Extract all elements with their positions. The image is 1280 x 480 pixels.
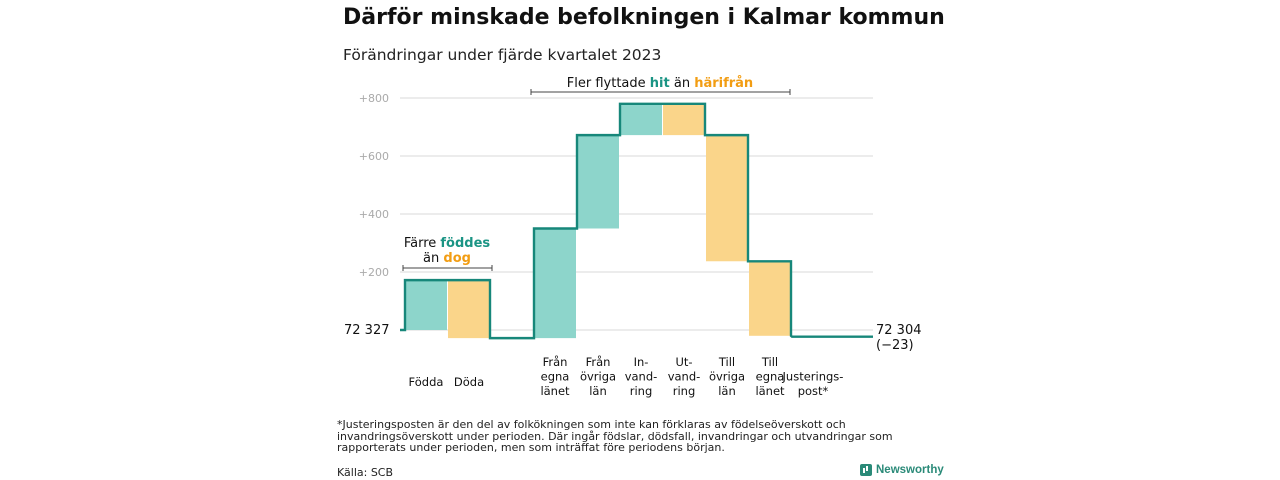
x-category-label: län	[718, 384, 736, 398]
y-tick-label: +800	[359, 92, 389, 105]
x-category-label: ring	[673, 384, 696, 398]
x-category-label: Från	[543, 355, 568, 369]
x-category-label: länet	[540, 384, 570, 398]
newsworthy-icon	[860, 464, 872, 476]
x-category-label: Ut-	[675, 355, 692, 369]
waterfall-bar	[448, 280, 490, 339]
waterfall-bar	[749, 261, 791, 336]
x-category-label: vand-	[625, 370, 658, 384]
end-change-label: (−23)	[876, 338, 914, 353]
x-category-label: Till	[718, 355, 735, 369]
x-category-label: övriga	[580, 370, 616, 384]
x-category-label: Födda	[409, 375, 444, 389]
source-label: Källa: SCB	[337, 466, 394, 479]
x-category-label: Från	[586, 355, 611, 369]
x-category-label: In-	[634, 355, 649, 369]
x-category-label: övriga	[709, 370, 745, 384]
waterfall-bar	[620, 103, 662, 136]
chart-title: Därför minskade befolkningen i Kalmar ko…	[343, 5, 945, 30]
x-category-label: länet	[755, 384, 785, 398]
waterfall-bar	[663, 103, 705, 136]
annotation-than-died: än dog	[423, 251, 471, 266]
footnote: *Justeringsposten är den del av folkökni…	[337, 418, 893, 454]
x-category-label: egna	[541, 370, 570, 384]
x-category-label: län	[589, 384, 607, 398]
cumulative-step-line	[400, 102, 873, 340]
waterfall-bar	[706, 135, 748, 262]
y-tick-label: +200	[359, 266, 389, 279]
start-value-label: 72 327	[344, 323, 390, 338]
x-category-label: Döda	[454, 375, 484, 389]
x-category-label: vand-	[668, 370, 701, 384]
y-tick-label: +400	[359, 208, 389, 221]
x-category-label: Justerings-	[782, 370, 844, 384]
brand-logo: Newsworthy	[860, 464, 944, 476]
x-category-label: Till	[761, 355, 778, 369]
x-category-label: post*	[798, 384, 829, 398]
waterfall-bar	[577, 135, 619, 229]
annotation-more-moved: Fler flyttade hit än härifrån	[567, 76, 753, 91]
annotation-fewer-born: Färre föddes	[404, 236, 491, 251]
x-category-label: ring	[630, 384, 653, 398]
waterfall-bar	[534, 228, 576, 339]
waterfall-bar	[405, 280, 447, 330]
brand-name: Newsworthy	[876, 464, 944, 476]
x-category-label: egna	[756, 370, 785, 384]
end-value-label: 72 304	[876, 323, 922, 338]
y-tick-label: +600	[359, 150, 389, 163]
chart-subtitle: Förändringar under fjärde kvartalet 2023	[343, 46, 662, 64]
